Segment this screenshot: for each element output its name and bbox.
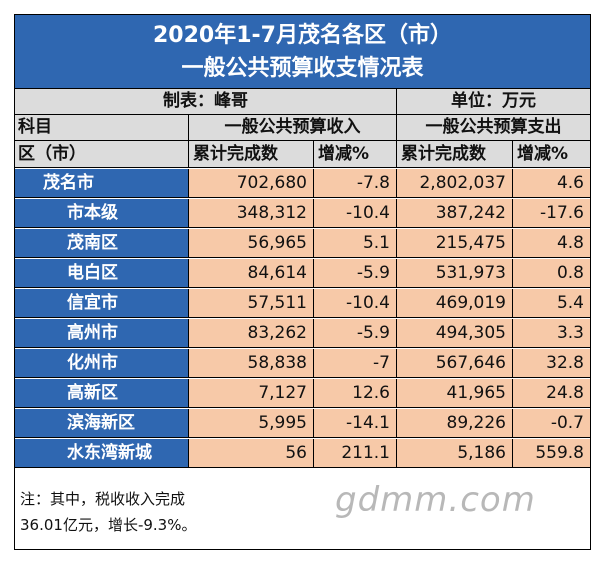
expenditure-cumulative: 469,019 [397, 289, 513, 317]
revenue-cumulative: 56,965 [189, 229, 314, 257]
table-row: 市本级 348,312 -10.4 387,242 -17.6 [15, 199, 590, 228]
header-expenditure-group: 一般公共预算支出 [425, 117, 562, 137]
revenue-cumulative: 84,614 [189, 259, 314, 287]
header-revenue-cumulative: 累计完成数 [189, 141, 314, 167]
district-name: 滨海新区 [15, 409, 189, 437]
header-row-groups: 科目 一般公共预算收入 一般公共预算支出 [15, 115, 590, 141]
expenditure-change: 4.8 [513, 229, 590, 257]
table-row: 滨海新区 5,995 -14.1 89,226 -0.7 [15, 409, 590, 438]
expenditure-cumulative: 494,305 [397, 319, 513, 347]
expenditure-change: 24.8 [513, 379, 590, 407]
revenue-cumulative: 5,995 [189, 409, 314, 437]
revenue-cumulative: 702,680 [189, 169, 314, 197]
revenue-cumulative: 56 [189, 439, 314, 467]
expenditure-change: 32.8 [513, 349, 590, 377]
table-row: 茂名市 702,680 -7.8 2,802,037 4.6 [15, 169, 590, 198]
header-row-columns: 区（市） 累计完成数 增减% 累计完成数 增减% [15, 141, 590, 168]
maker-label: 制表：峰哥 [15, 89, 397, 114]
expenditure-change: 3.3 [513, 319, 590, 347]
district-name: 水东湾新城 [15, 439, 189, 467]
expenditure-change: 559.8 [513, 439, 590, 467]
expenditure-change: 4.6 [513, 169, 590, 197]
revenue-change: -7 [314, 349, 397, 377]
footnote-line-1: 注：其中，税收收入完成 [20, 490, 186, 508]
revenue-change: -5.9 [314, 259, 397, 287]
expenditure-cumulative: 567,646 [397, 349, 513, 377]
expenditure-cumulative: 387,242 [397, 199, 513, 227]
revenue-cumulative: 57,511 [189, 289, 314, 317]
district-name: 化州市 [15, 349, 189, 377]
expenditure-change: -17.6 [513, 199, 590, 227]
footnote: 注：其中，税收收入完成 36.01亿元，增长-9.3%。 [15, 475, 590, 549]
revenue-change: 12.6 [314, 379, 397, 407]
header-expenditure-change: 增减% [517, 143, 569, 164]
revenue-change: -10.4 [314, 199, 397, 227]
revenue-cumulative: 83,262 [189, 319, 314, 347]
table-title: 2020年1-7月茂名各区（市） 一般公共预算收支情况表 [15, 15, 590, 89]
revenue-change: -10.4 [314, 289, 397, 317]
revenue-change: -14.1 [314, 409, 397, 437]
revenue-change: 211.1 [314, 439, 397, 467]
expenditure-cumulative: 41,965 [397, 379, 513, 407]
expenditure-cumulative: 531,973 [397, 259, 513, 287]
expenditure-cumulative: 215,475 [397, 229, 513, 257]
district-name: 高新区 [15, 379, 189, 407]
district-name: 高州市 [15, 319, 189, 347]
footnote-line-2: 36.01亿元，增长-9.3%。 [20, 516, 197, 534]
title-line-2: 一般公共预算收支情况表 [181, 56, 424, 81]
revenue-cumulative: 7,127 [189, 379, 314, 407]
table-row: 电白区 84,614 -5.9 531,973 0.8 [15, 259, 590, 288]
expenditure-change: -0.7 [513, 409, 590, 437]
table-row: 信宜市 57,511 -10.4 469,019 5.4 [15, 289, 590, 318]
watermark: gdmm.com [335, 480, 536, 520]
header-district: 区（市） [15, 141, 189, 167]
expenditure-change: 5.4 [513, 289, 590, 317]
header-subject: 科目 [15, 115, 189, 140]
revenue-cumulative: 348,312 [189, 199, 314, 227]
district-name: 电白区 [15, 259, 189, 287]
table-row: 茂南区 56,965 5.1 215,475 4.8 [15, 229, 590, 258]
title-line-1: 2020年1-7月茂名各区（市） [153, 23, 452, 48]
header-revenue-change: 增减% [314, 141, 397, 167]
expenditure-change: 0.8 [513, 259, 590, 287]
district-name: 茂南区 [15, 229, 189, 257]
revenue-change: -5.9 [314, 319, 397, 347]
table-row: 化州市 58,838 -7 567,646 32.8 [15, 349, 590, 378]
budget-table-sheet: 2020年1-7月茂名各区（市） 一般公共预算收支情况表 制表：峰哥 单位：万元… [14, 14, 591, 550]
unit-label: 单位：万元 [451, 91, 536, 111]
meta-row: 制表：峰哥 单位：万元 [15, 89, 590, 115]
revenue-cumulative: 58,838 [189, 349, 314, 377]
table-row: 高新区 7,127 12.6 41,965 24.8 [15, 379, 590, 408]
expenditure-cumulative: 5,186 [397, 439, 513, 467]
table-row: 水东湾新城 56 211.1 5,186 559.8 [15, 439, 590, 468]
district-name: 市本级 [15, 199, 189, 227]
expenditure-cumulative: 89,226 [397, 409, 513, 437]
district-name: 信宜市 [15, 289, 189, 317]
expenditure-cumulative: 2,802,037 [397, 169, 513, 197]
header-expenditure-cumulative: 累计完成数 [397, 141, 513, 167]
district-name: 茂名市 [15, 169, 189, 197]
revenue-change: -7.8 [314, 169, 397, 197]
revenue-change: 5.1 [314, 229, 397, 257]
table-row: 高州市 83,262 -5.9 494,305 3.3 [15, 319, 590, 348]
header-revenue-group: 一般公共预算收入 [189, 115, 397, 140]
